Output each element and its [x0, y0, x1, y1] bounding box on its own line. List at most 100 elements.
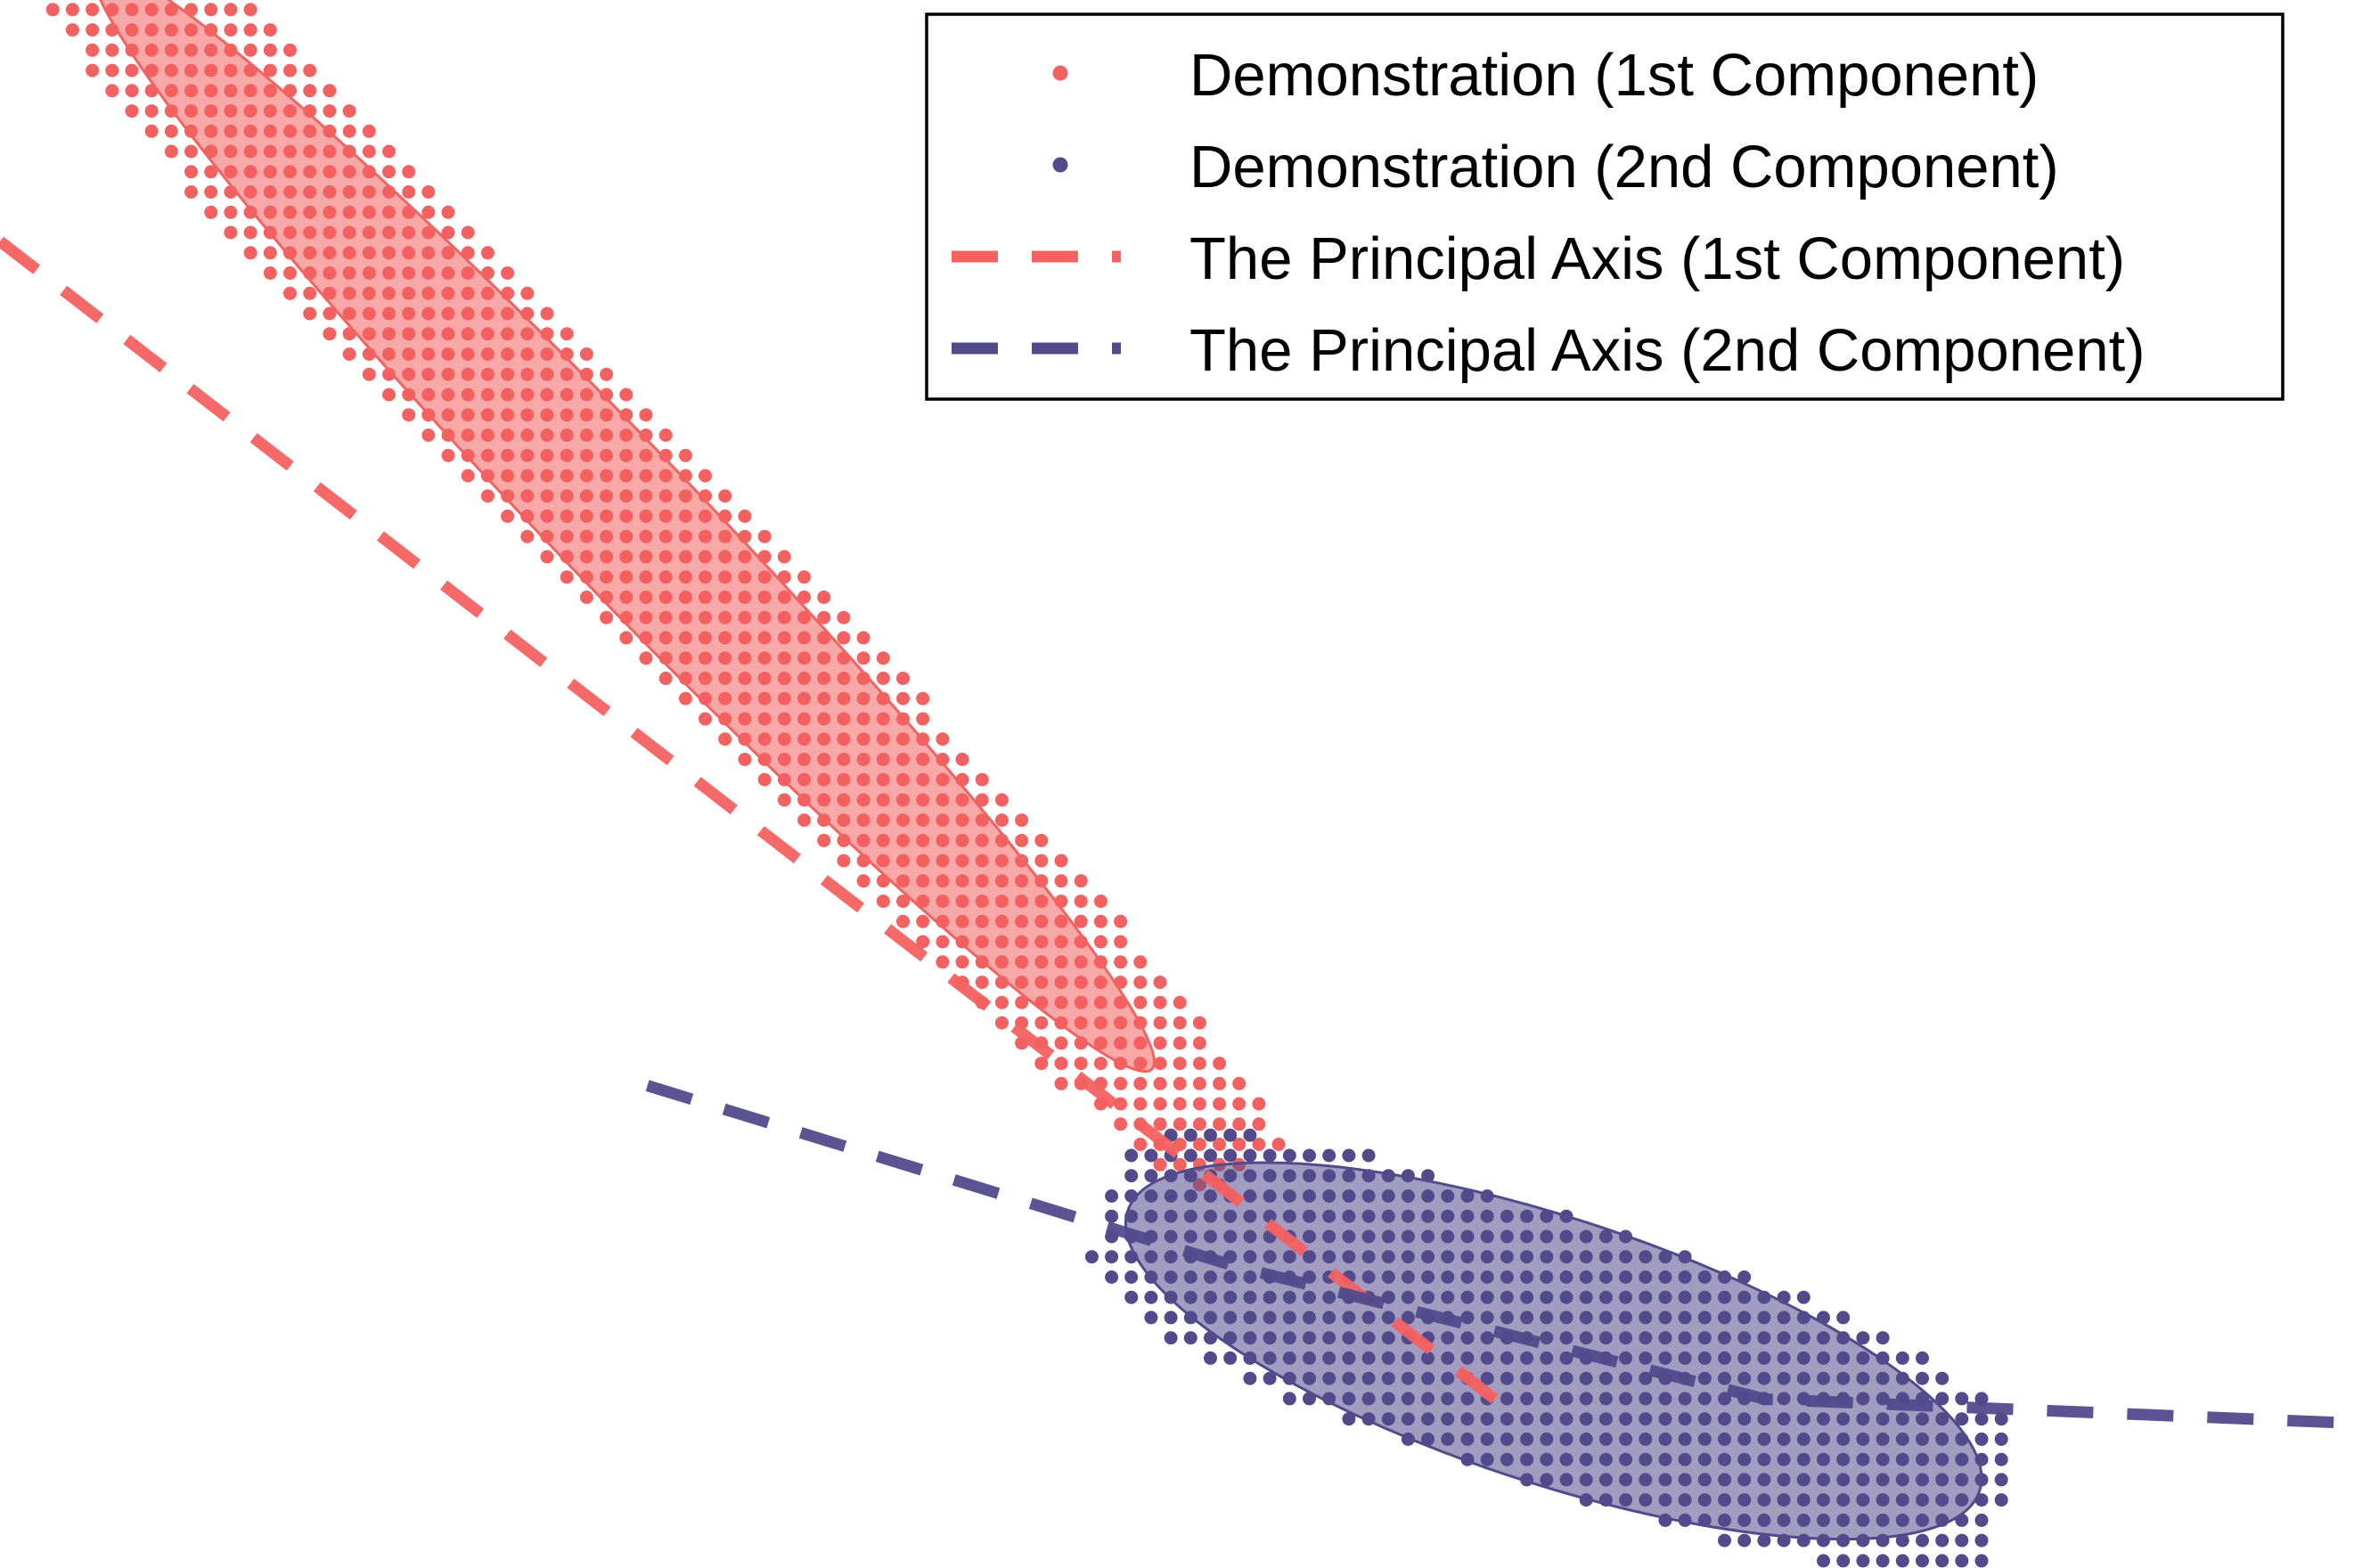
demonstration-1st-component-point [856, 631, 870, 645]
demonstration-1st-component-point [105, 43, 119, 57]
demonstration-1st-component-point [402, 408, 416, 422]
demonstration-1st-component-point [1173, 1097, 1187, 1111]
demonstration-2nd-component-point [1105, 1209, 1119, 1223]
demonstration-1st-component-point [797, 570, 811, 584]
demonstration-1st-component-point [342, 104, 356, 118]
demonstration-1st-component-point [876, 651, 890, 666]
demonstration-2nd-component-point [1935, 1371, 1949, 1385]
legend-entry-3: The Principal Axis (1st Component) [952, 225, 2125, 292]
demonstration-1st-component-point [856, 874, 870, 888]
demonstration-1st-component-point [600, 367, 614, 381]
demonstration-1st-component-point [639, 408, 653, 422]
demonstration-1st-component-point [224, 23, 238, 37]
demonstration-1st-component-point [817, 590, 831, 604]
demonstration-1st-component-point [105, 63, 119, 78]
demonstration-1st-component-point [480, 246, 495, 260]
demonstration-1st-component-point [402, 165, 416, 179]
demonstration-1st-component-point [184, 144, 198, 159]
demonstration-1st-component-point [342, 347, 356, 361]
demonstration-1st-component-point [1034, 853, 1049, 868]
demonstration-1st-component-point [402, 185, 416, 199]
demonstration-1st-component-point [441, 225, 455, 240]
demonstration-1st-component-point [837, 610, 851, 625]
demonstration-1st-component-point [994, 1016, 1009, 1030]
demonstration-2nd-component-point [1916, 1533, 1929, 1548]
demonstration-1st-component-point [1153, 1076, 1167, 1090]
demonstration-2nd-component-ellipse [1124, 1161, 1983, 1541]
demonstration-1st-component-point [382, 144, 396, 159]
demonstration-2nd-component-point [1144, 1290, 1158, 1304]
demonstration-2nd-component-point [1144, 1169, 1158, 1183]
demonstration-1st-component-point [105, 84, 119, 98]
demonstration-1st-component-point [1153, 1036, 1167, 1050]
demonstration-2nd-component-point [1796, 1290, 1810, 1304]
demonstration-1st-component-point [283, 266, 297, 280]
demonstration-1st-component-point [441, 448, 455, 462]
demonstration-2nd-component-point [1124, 1270, 1139, 1284]
demonstration-2nd-component-point [1974, 1412, 1989, 1426]
demonstration-1st-component-point [975, 976, 989, 990]
demonstration-1st-component-point [619, 631, 633, 645]
demonstration-1st-component-point [540, 550, 554, 564]
demonstration-1st-component-point [303, 63, 317, 78]
demonstration-1st-component-point [738, 509, 752, 523]
demonstration-1st-component-point [757, 529, 772, 543]
demonstration-1st-component-point [678, 448, 692, 462]
demonstration-1st-component-point [757, 772, 772, 787]
legend-label: Demonstration (2nd Component) [1189, 134, 2059, 200]
demonstration-1st-component-point [1213, 1138, 1227, 1151]
demonstration-1st-component-point [1133, 1138, 1148, 1151]
the-principal-axis-1st-component-line [0, 236, 1499, 1404]
demonstration-1st-component-point [224, 225, 238, 240]
legend-label: The Principal Axis (1st Component) [1189, 225, 2125, 292]
demonstration-2nd-component-point [1223, 1351, 1238, 1365]
demonstration-2nd-component-point [1955, 1533, 1969, 1548]
demonstration-2nd-component-point [1204, 1148, 1217, 1163]
demonstration-1st-component-point [1192, 1016, 1206, 1030]
demonstration-1st-component-point [283, 63, 297, 78]
demonstration-1st-component-point [540, 306, 554, 321]
demonstration-1st-component-point [1015, 833, 1029, 847]
demonstration-2nd-component-point [1164, 1311, 1178, 1325]
demonstration-1st-component-point [382, 165, 396, 179]
demonstration-1st-component-point [896, 671, 910, 685]
demonstration-1st-component-point [323, 327, 337, 341]
demonstration-1st-component-point [382, 388, 396, 402]
demonstration-2nd-component-point [1994, 1412, 2008, 1426]
demonstration-2nd-component-point [1895, 1554, 1909, 1568]
demonstration-1st-component-point [204, 165, 218, 179]
demonstration-1st-component-point [1093, 935, 1108, 949]
demonstration-1st-component-point [916, 935, 930, 949]
demonstration-1st-component-point [579, 347, 593, 361]
demonstration-1st-component-point [916, 691, 930, 706]
demonstration-1st-component-point [639, 651, 653, 666]
demonstration-1st-component-point [1034, 833, 1049, 847]
demonstration-2nd-component-point [1817, 1554, 1830, 1568]
demonstration-1st-component-point [1054, 853, 1068, 868]
demonstration-2nd-component-point [1974, 1432, 1989, 1446]
demonstration-1st-component-point [1173, 1117, 1187, 1131]
demonstration-2nd-component-point [1342, 1412, 1356, 1426]
demonstration-1st-component-point [1173, 1157, 1187, 1172]
legend: Demonstration (1st Component) Demonstrati… [925, 12, 2285, 401]
demonstration-1st-component-point [303, 306, 317, 321]
demonstration-1st-component-point [421, 185, 436, 199]
demonstration-1st-component-point [699, 712, 712, 726]
demonstration-2nd-component-point [1935, 1554, 1949, 1568]
demonstration-2nd-component-point [1105, 1270, 1119, 1284]
demonstration-2nd-component-point [1895, 1533, 1909, 1548]
demonstration-1st-component-point [1173, 1016, 1187, 1030]
demonstration-2nd-component-point [1243, 1148, 1257, 1163]
demonstration-1st-component-point [1054, 874, 1068, 888]
demonstration-1st-component-point [1074, 874, 1088, 888]
demonstration-1st-component-point [1074, 1057, 1088, 1071]
demonstration-1st-component-point [323, 84, 337, 98]
demonstration-1st-component-point [65, 3, 79, 17]
demonstration-1st-component-point [283, 286, 297, 300]
demonstration-1st-component-point [936, 732, 950, 747]
demonstration-1st-component-point [125, 84, 139, 98]
demonstration-2nd-component-point [1263, 1148, 1277, 1163]
demonstration-1st-component-point [501, 266, 515, 280]
demonstration-2nd-component-point [1836, 1554, 1851, 1568]
demonstration-1st-component-point [856, 651, 870, 666]
